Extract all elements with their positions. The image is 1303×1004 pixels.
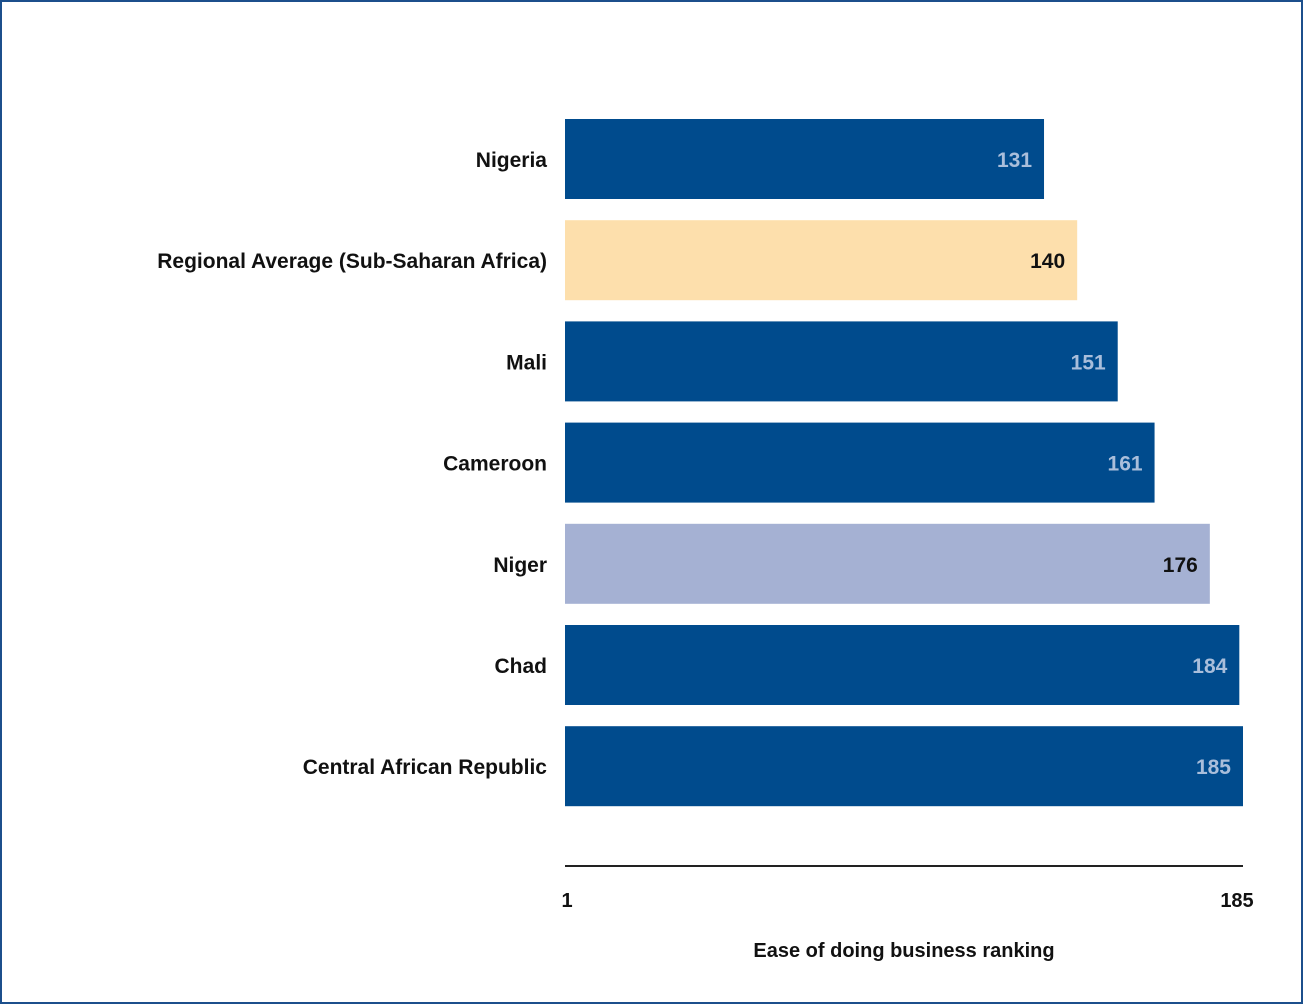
category-labels-layer: Nigeria Regional Average (Sub-Saharan Afr… xyxy=(157,149,547,779)
bar xyxy=(565,625,1240,705)
category-label: Niger xyxy=(493,554,547,577)
bar xyxy=(565,119,1045,199)
category-label: Chad xyxy=(495,655,548,678)
value-labels-layer: 131 140 151 161 176 184 185 xyxy=(997,149,1231,779)
x-tick-label-max: 185 xyxy=(1220,890,1253,912)
bar xyxy=(565,523,1210,604)
bar xyxy=(565,220,1078,301)
data-label: 140 xyxy=(1030,250,1065,273)
bar xyxy=(565,321,1118,402)
data-label: 161 xyxy=(1108,453,1143,476)
data-label: 151 xyxy=(1071,351,1106,374)
x-tick-label-min: 1 xyxy=(561,890,572,912)
category-label: Cameroon xyxy=(443,453,547,476)
category-label: Regional Average (Sub-Saharan Africa) xyxy=(157,250,547,273)
data-label: 184 xyxy=(1192,655,1227,678)
category-label: Central African Republic xyxy=(303,756,548,779)
category-label: Nigeria xyxy=(476,149,548,172)
data-label: 176 xyxy=(1163,554,1198,577)
bar xyxy=(565,422,1155,503)
bar xyxy=(565,726,1243,807)
x-axis-title: Ease of doing business ranking xyxy=(753,940,1054,962)
category-label: Mali xyxy=(506,351,547,374)
data-label: 185 xyxy=(1196,756,1231,779)
data-label: 131 xyxy=(997,149,1032,172)
bars-layer xyxy=(565,119,1243,807)
